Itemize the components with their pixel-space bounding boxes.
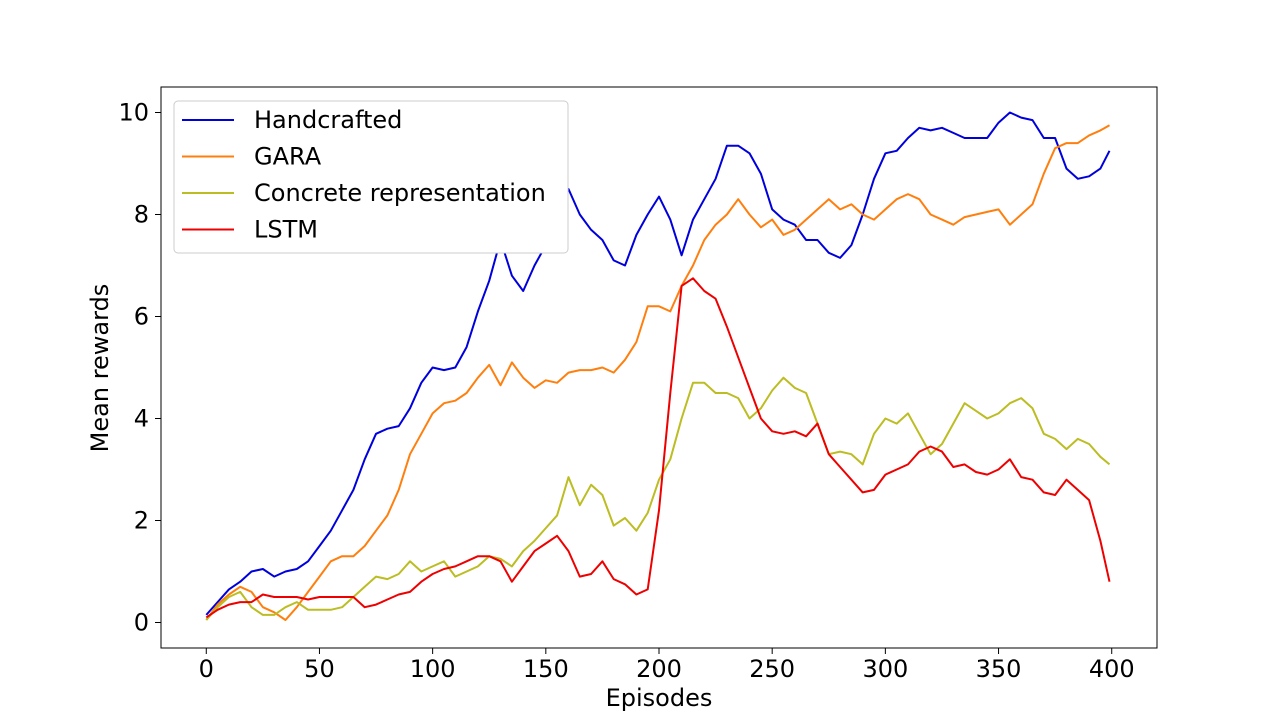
x-axis-label: Episodes bbox=[606, 684, 713, 712]
legend-label-3: LSTM bbox=[254, 216, 318, 244]
y-tick-label-1: 2 bbox=[134, 507, 149, 535]
y-tick-label-0: 0 bbox=[134, 609, 149, 637]
x-tick-label-4: 200 bbox=[636, 655, 682, 683]
legend-box bbox=[173, 100, 569, 254]
x-tick-label-2: 100 bbox=[410, 655, 456, 683]
y-tick-label-5: 10 bbox=[118, 99, 149, 127]
series-line-3 bbox=[205, 277, 1111, 619]
series-layer bbox=[205, 111, 1111, 621]
x-tick-label-0: 0 bbox=[199, 655, 214, 683]
legend-label-0: Handcrafted bbox=[254, 106, 402, 134]
legend-label-2: Concrete representation bbox=[254, 179, 546, 207]
series-line-1 bbox=[205, 124, 1110, 621]
y-tick-label-3: 6 bbox=[134, 303, 149, 331]
x-tick-label-7: 350 bbox=[976, 655, 1022, 683]
legend: Handcrafted GARA Concrete representation LS… bbox=[173, 100, 569, 254]
series-line-0 bbox=[205, 111, 1111, 616]
legend-label-1: GARA bbox=[254, 143, 322, 171]
x-tick-label-8: 400 bbox=[1089, 655, 1135, 683]
y-axis-ticks: 0 2 4 6 8 10 bbox=[118, 99, 161, 637]
y-tick-label-2: 4 bbox=[134, 405, 149, 433]
x-tick-label-5: 250 bbox=[749, 655, 795, 683]
x-tick-label-3: 150 bbox=[523, 655, 569, 683]
x-tick-label-6: 300 bbox=[862, 655, 908, 683]
y-tick-label-4: 8 bbox=[134, 201, 149, 229]
series-line-2 bbox=[205, 376, 1111, 621]
x-axis-ticks: 0 50 100 150 200 250 300 350 400 bbox=[199, 648, 1135, 683]
x-tick-label-1: 50 bbox=[304, 655, 335, 683]
y-axis-label: Mean rewards bbox=[86, 284, 114, 453]
